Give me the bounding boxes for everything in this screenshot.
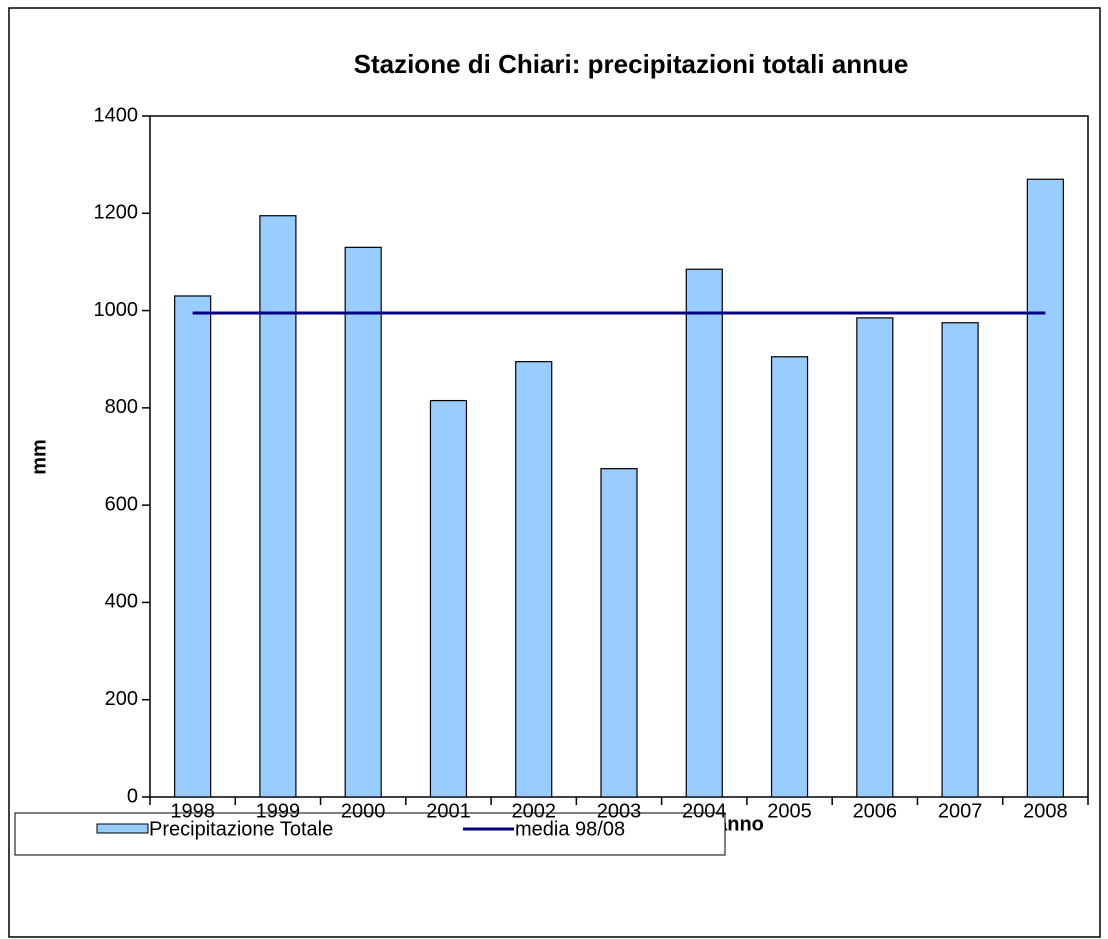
x-tick-label: 2005 bbox=[767, 800, 812, 822]
legend-swatch bbox=[96, 823, 149, 834]
x-tick-label: 2007 bbox=[938, 800, 983, 822]
bar bbox=[344, 246, 382, 798]
y-tick-label: 1000 bbox=[94, 299, 139, 321]
x-axis-label: anno bbox=[716, 813, 764, 835]
bar bbox=[259, 215, 297, 798]
x-tick-label: 2001 bbox=[426, 800, 471, 822]
bar bbox=[941, 322, 979, 798]
bar bbox=[600, 468, 638, 798]
y-tick-label: 600 bbox=[105, 493, 138, 515]
y-tick-label: 0 bbox=[127, 785, 138, 807]
y-axis-label: mm bbox=[28, 439, 50, 475]
chart-title: Stazione di Chiari: precipitazioni total… bbox=[354, 49, 909, 79]
legend-label: Precipitazione Totale bbox=[149, 818, 333, 840]
x-tick-label: 2000 bbox=[341, 800, 386, 822]
bar bbox=[685, 268, 723, 798]
bar bbox=[1026, 178, 1064, 798]
bar bbox=[856, 317, 894, 798]
x-tick-label: 2002 bbox=[511, 800, 556, 822]
y-tick-label: 800 bbox=[105, 396, 138, 418]
y-tick-label: 1200 bbox=[94, 202, 139, 224]
legend-label: media 98/08 bbox=[515, 818, 625, 840]
bar bbox=[515, 361, 553, 798]
y-tick-label: 400 bbox=[105, 591, 138, 613]
legend bbox=[14, 812, 726, 856]
x-tick-label: 2008 bbox=[1023, 800, 1068, 822]
x-tick-label: 1998 bbox=[170, 800, 215, 822]
y-tick-label: 200 bbox=[105, 688, 138, 710]
bar bbox=[770, 356, 809, 798]
x-tick-label: 1999 bbox=[256, 800, 301, 822]
bar bbox=[174, 295, 212, 798]
x-tick-label: 2004 bbox=[682, 800, 727, 822]
x-tick-label: 2003 bbox=[597, 800, 642, 822]
y-tick-label: 1400 bbox=[94, 104, 139, 126]
bar bbox=[429, 399, 468, 798]
x-tick-label: 2006 bbox=[853, 800, 898, 822]
